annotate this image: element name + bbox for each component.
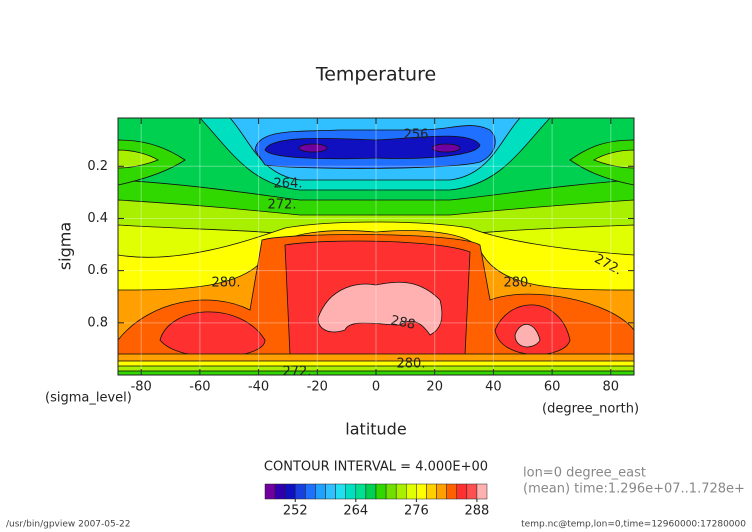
colorbar-tick-label: 276 <box>404 504 429 519</box>
contour-fill <box>514 323 541 348</box>
colorbar-box <box>385 483 397 500</box>
contour-fill <box>317 281 443 336</box>
x-tick-label: 80 <box>603 380 620 395</box>
colorbar-tick-label: 288 <box>464 504 489 519</box>
colorbar-tick-label: 252 <box>283 504 308 519</box>
x-tick-label: -20 <box>307 380 328 395</box>
y-tick-label: 0.4 <box>87 211 108 226</box>
contour-fill <box>118 149 159 169</box>
x-tick-label: 0 <box>372 380 380 395</box>
y-tick-label: 0.6 <box>87 263 108 278</box>
chart-title: Temperature <box>315 64 436 86</box>
contour-label: 280. <box>212 276 241 291</box>
colorbar-box <box>476 483 488 500</box>
x-tick-label: 20 <box>426 380 443 395</box>
contour-label: 280. <box>397 357 426 372</box>
footer-right: temp.nc@temp,lon=0,time=12960000:1728000… <box>521 520 746 530</box>
contour-label: 280. <box>504 276 533 291</box>
colorbar-box <box>416 483 427 500</box>
colorbar-box <box>375 483 387 500</box>
colorbar-box <box>345 483 357 500</box>
contour-label: 272. <box>268 198 297 213</box>
y-tick-label: 0.2 <box>87 159 108 174</box>
colorbar-box <box>325 483 336 500</box>
colorbar-box <box>406 483 417 500</box>
colorbar-box <box>264 483 276 500</box>
contour-fill <box>298 143 328 153</box>
x-tick-label: -60 <box>189 380 210 395</box>
colorbar-box <box>305 483 316 500</box>
x-tick-label: -80 <box>131 380 152 395</box>
colorbar-box <box>456 483 468 500</box>
x-axis-label: latitude <box>345 420 406 439</box>
colorbar-tick-label: 264 <box>343 504 368 519</box>
contour-label: 288 <box>389 313 416 333</box>
y-unit: (sigma_level) <box>45 391 132 406</box>
contour-interval: CONTOUR INTERVAL = 4.000E+00 <box>264 460 488 475</box>
contour-label: 272. <box>283 365 312 380</box>
contour-label: 256 <box>404 128 429 143</box>
x-unit: (degree_north) <box>542 402 639 417</box>
footer-left: /usr/bin/gpview 2007-05-22 <box>6 520 130 530</box>
colorbar-box <box>335 483 346 500</box>
contour-fill <box>593 149 634 169</box>
colorbar-box <box>395 483 407 500</box>
colorbar-box <box>426 483 437 500</box>
x-tick-label: -40 <box>248 380 269 395</box>
x-tick-label: 60 <box>544 380 561 395</box>
colorbar-box <box>315 483 326 500</box>
colorbar-box <box>436 483 447 500</box>
colorbar-box <box>446 483 457 500</box>
contour-fill <box>431 143 461 153</box>
info-line: (mean) time:1.296e+07..1.728e+ <box>523 482 745 497</box>
colorbar-box <box>365 483 377 500</box>
colorbar-box <box>466 483 478 500</box>
y-tick-label: 0.8 <box>87 315 108 330</box>
x-tick-label: 40 <box>485 380 502 395</box>
colorbar-box <box>274 483 286 500</box>
contour-label: 264. <box>274 177 303 192</box>
info-line: lon=0 degree_east <box>523 466 646 481</box>
contour-fill <box>264 135 481 160</box>
colorbar-box <box>355 483 367 500</box>
colorbar-box <box>295 483 306 500</box>
y-axis-label: sigma <box>56 222 75 270</box>
colorbar-box <box>284 483 296 500</box>
